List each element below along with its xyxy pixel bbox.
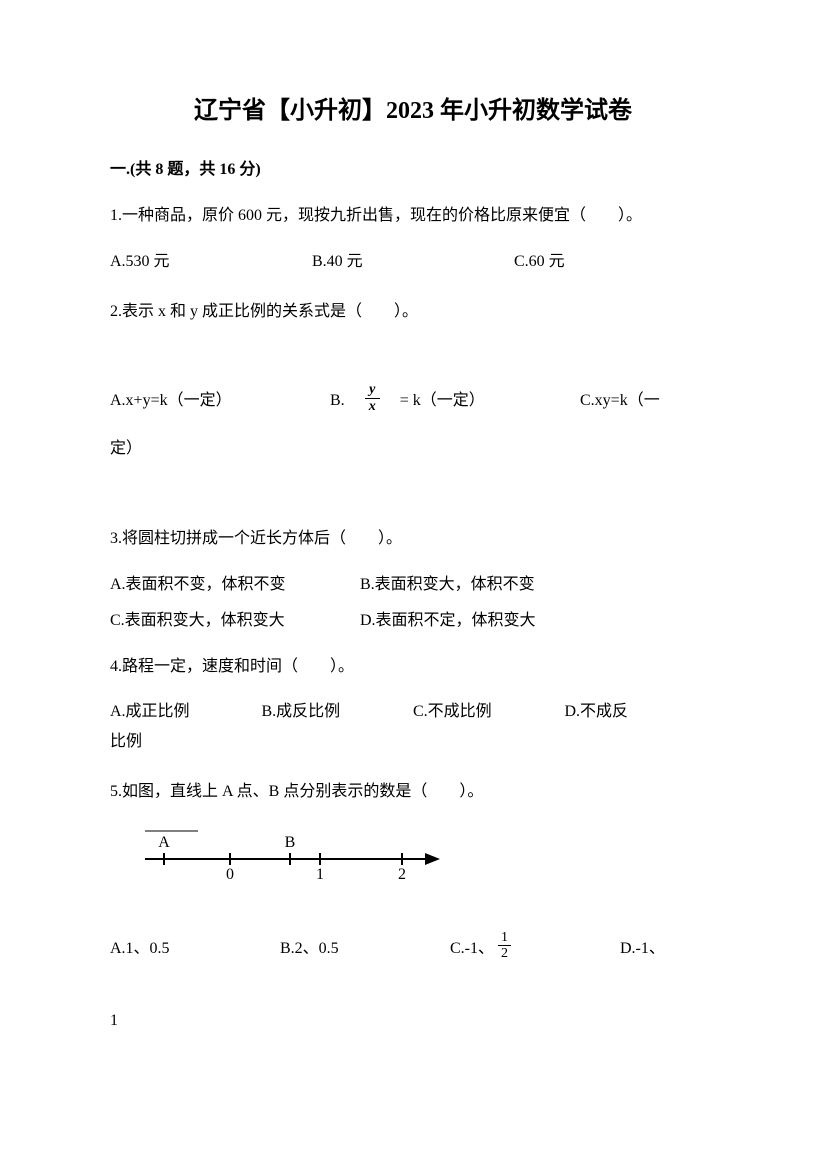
q2-c-label: C.xy=k（一 — [580, 392, 660, 409]
q1-option-a: A.530 元 — [110, 247, 312, 271]
q2-b-suffix: = k（一定） — [384, 386, 485, 410]
q5-continuation: 1 — [110, 1012, 716, 1030]
q2-b-den: x — [365, 399, 380, 414]
q3-a-label: A.表面积不变，体积不变 — [110, 570, 286, 594]
q3-option-c: C.表面积变大，体积变大 — [110, 606, 360, 630]
q1-c-label: C.60 元 — [514, 247, 565, 271]
q4-option-a: A.成正比例 — [110, 697, 262, 721]
q4-options: A.成正比例 B.成反比例 C.不成比例 D.不成反 — [110, 697, 716, 721]
q2-b-prefix: B. — [330, 386, 361, 410]
question-4: 4.路程一定，速度和时间（ ）。 — [110, 654, 716, 680]
q2-option-a: A.x+y=k（一定） — [110, 386, 330, 410]
q2-b-num: y — [365, 382, 380, 398]
q4-option-b: B.成反比例 — [262, 697, 414, 721]
q5-c-num: 1 — [498, 930, 511, 946]
nl-label-1: 1 — [316, 866, 324, 883]
q2-a-label: A.x+y=k（一定） — [110, 392, 232, 409]
q2-continuation: 定） — [110, 434, 716, 458]
page-title: 辽宁省【小升初】2023 年小升初数学试卷 — [110, 90, 716, 125]
q4-continuation: 比例 — [110, 727, 716, 751]
q5-option-d: D.-1、 — [620, 934, 716, 958]
question-5: 5.如图，直线上 A 点、B 点分别表示的数是（ ）。 — [110, 779, 716, 805]
question-2: 2.表示 x 和 y 成正比例的关系式是（ ）。 — [110, 299, 716, 325]
nl-label-2: 2 — [398, 866, 406, 883]
q3-c-label: C.表面积变大，体积变大 — [110, 606, 285, 630]
question-3: 3.将圆柱切拼成一个近长方体后（ ）。 — [110, 526, 716, 552]
nl-label-A: A — [158, 834, 170, 851]
q4-c-label: C.不成比例 — [413, 697, 492, 721]
nl-label-B: B — [285, 834, 296, 851]
q3-d-label: D.表面积不定，体积变大 — [360, 606, 536, 630]
q1-option-b: B.40 元 — [312, 247, 514, 271]
q1-options: A.530 元 B.40 元 C.60 元 — [110, 247, 716, 271]
q3-option-a: A.表面积不变，体积不变 — [110, 570, 360, 594]
q4-option-d: D.不成反 — [565, 697, 717, 721]
q5-c-fraction: 1 2 — [498, 930, 511, 962]
q2-b-fraction: y x — [365, 382, 380, 414]
q5-option-c: C.-1、 1 2 — [450, 930, 620, 962]
q5-a-label: A.1、0.5 — [110, 940, 170, 957]
q5-d-label: D.-1、 — [620, 940, 665, 957]
q3-b-label: B.表面积变大，体积不变 — [360, 570, 535, 594]
q5-option-b: B.2、0.5 — [280, 934, 450, 958]
q1-b-label: B.40 元 — [312, 247, 363, 271]
q1-option-c: C.60 元 — [514, 247, 716, 271]
question-1: 1.一种商品，原价 600 元，现按九折出售，现在的价格比原来便宜（ ）。 — [110, 203, 716, 229]
q2-option-c: C.xy=k（一 — [580, 386, 716, 410]
q5-c-den: 2 — [498, 946, 511, 961]
q4-option-c: C.不成比例 — [413, 697, 565, 721]
q2-option-b: B. y x = k（一定） — [330, 382, 580, 414]
q2-options: A.x+y=k（一定） B. y x = k（一定） C.xy=k（一 — [110, 382, 716, 414]
q3-option-d: D.表面积不定，体积变大 — [360, 606, 610, 630]
q3-option-b: B.表面积变大，体积不变 — [360, 570, 610, 594]
number-line-svg: A 0 B 1 2 — [140, 825, 450, 885]
number-line: A 0 B 1 2 — [140, 825, 716, 890]
q4-d-label: D.不成反 — [565, 697, 629, 721]
q5-c-prefix: C.-1、 — [450, 934, 494, 958]
section-header: 一.(共 8 题，共 16 分) — [110, 155, 716, 179]
q4-b-label: B.成反比例 — [262, 697, 341, 721]
q4-a-label: A.成正比例 — [110, 697, 190, 721]
q1-a-label: A.530 元 — [110, 247, 170, 271]
nl-label-0: 0 — [226, 866, 234, 883]
q5-options: A.1、0.5 B.2、0.5 C.-1、 1 2 D.-1、 — [110, 930, 716, 962]
q5-b-label: B.2、0.5 — [280, 940, 339, 957]
q3-options: A.表面积不变，体积不变 B.表面积变大，体积不变 C.表面积变大，体积变大 D… — [110, 570, 716, 630]
q5-option-a: A.1、0.5 — [110, 934, 280, 958]
